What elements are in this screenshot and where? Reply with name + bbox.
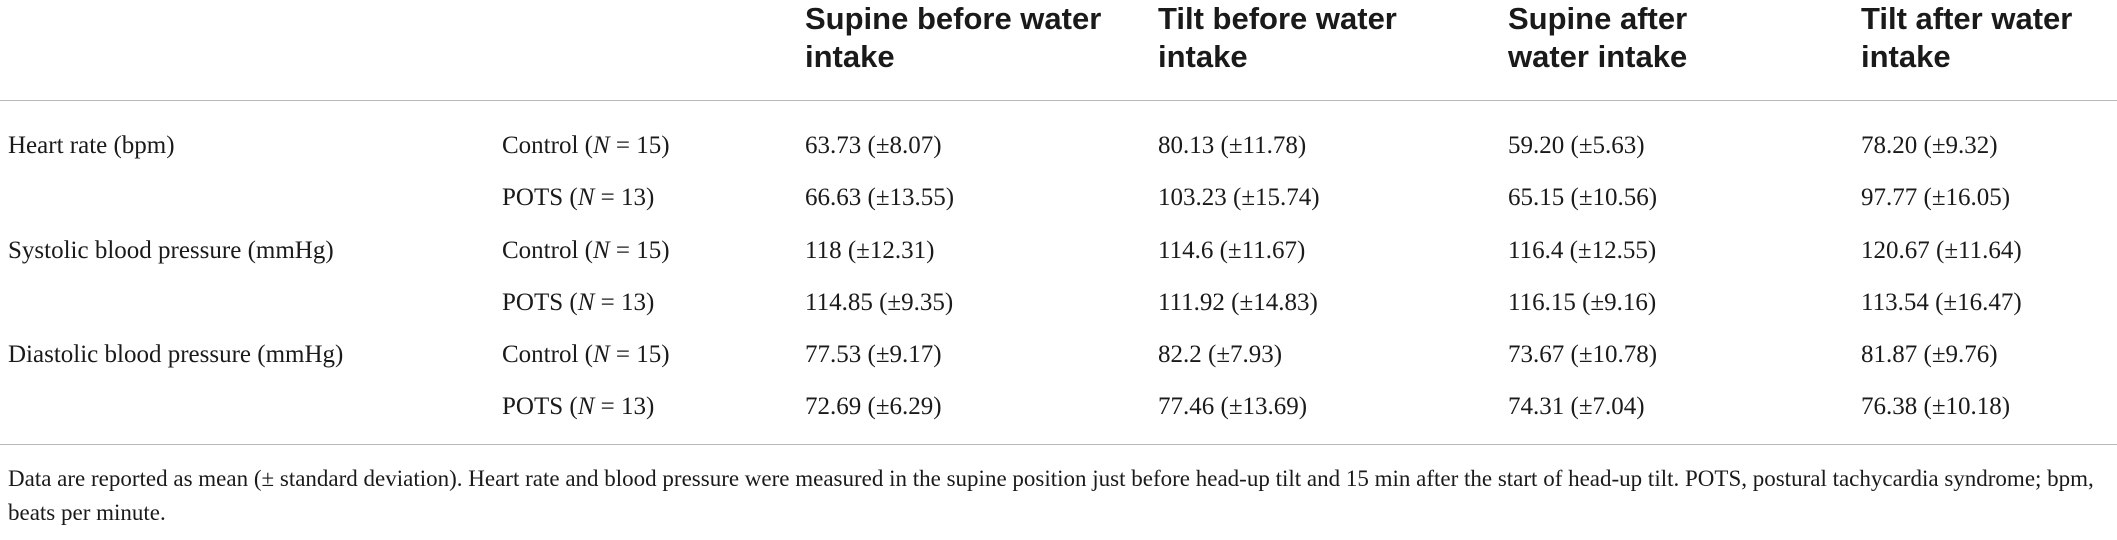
measure-label: Systolic blood pressure (mmHg) xyxy=(8,237,334,264)
value-cell: 74.31 (±7.04) xyxy=(1508,393,1645,420)
table-footnote: Data are reported as mean (± standard de… xyxy=(8,466,2094,525)
value-cell: 76.38 (±10.18) xyxy=(1861,393,2011,420)
value-cell: 73.67 (±10.78) xyxy=(1508,341,1658,368)
header-rule xyxy=(0,100,2117,101)
group-label: Control (N = 15) xyxy=(502,237,670,264)
value-cell: 77.53 (±9.17) xyxy=(805,341,942,368)
group-label: Control (N = 15) xyxy=(502,341,670,368)
value-cell: 77.46 (±13.69) xyxy=(1158,393,1308,420)
value-cell: 97.77 (±16.05) xyxy=(1861,184,2011,211)
value-cell: 113.54 (±16.47) xyxy=(1861,289,2022,316)
value-cell: 63.73 (±8.07) xyxy=(805,132,942,159)
value-cell: 81.87 (±9.76) xyxy=(1861,341,1998,368)
footer-rule xyxy=(0,444,2117,445)
group-label: Control (N = 15) xyxy=(502,132,670,159)
value-cell: 114.85 (±9.35) xyxy=(805,289,954,316)
group-label: POTS (N = 13) xyxy=(502,289,655,316)
value-cell: 103.23 (±15.74) xyxy=(1158,184,1320,211)
measure-label: Diastolic blood pressure (mmHg) xyxy=(8,341,344,368)
value-cell: 78.20 (±9.32) xyxy=(1861,132,1998,159)
value-cell: 118 (±12.31) xyxy=(805,237,935,264)
value-cell: 65.15 (±10.56) xyxy=(1508,184,1658,211)
measure-label: Heart rate (bpm) xyxy=(8,132,175,159)
group-label: POTS (N = 13) xyxy=(502,184,655,211)
value-cell: 82.2 (±7.93) xyxy=(1158,341,1283,368)
value-cell: 66.63 (±13.55) xyxy=(805,184,955,211)
value-cell: 111.92 (±14.83) xyxy=(1158,289,1318,316)
header-col-2: Tilt before water intake xyxy=(1158,1,1397,74)
value-cell: 59.20 (±5.63) xyxy=(1508,132,1645,159)
value-cell: 114.6 (±11.67) xyxy=(1158,237,1306,264)
group-label: POTS (N = 13) xyxy=(502,393,655,420)
value-cell: 72.69 (±6.29) xyxy=(805,393,942,420)
value-cell: 120.67 (±11.64) xyxy=(1861,237,2022,264)
header-col-4: Tilt after water intake xyxy=(1861,1,2073,74)
value-cell: 116.4 (±12.55) xyxy=(1508,237,1657,264)
value-cell: 80.13 (±11.78) xyxy=(1158,132,1307,159)
header-col-1: Supine before water intake xyxy=(805,1,1102,74)
header-col-3: Supine after water intake xyxy=(1508,1,1688,74)
value-cell: 116.15 (±9.16) xyxy=(1508,289,1657,316)
